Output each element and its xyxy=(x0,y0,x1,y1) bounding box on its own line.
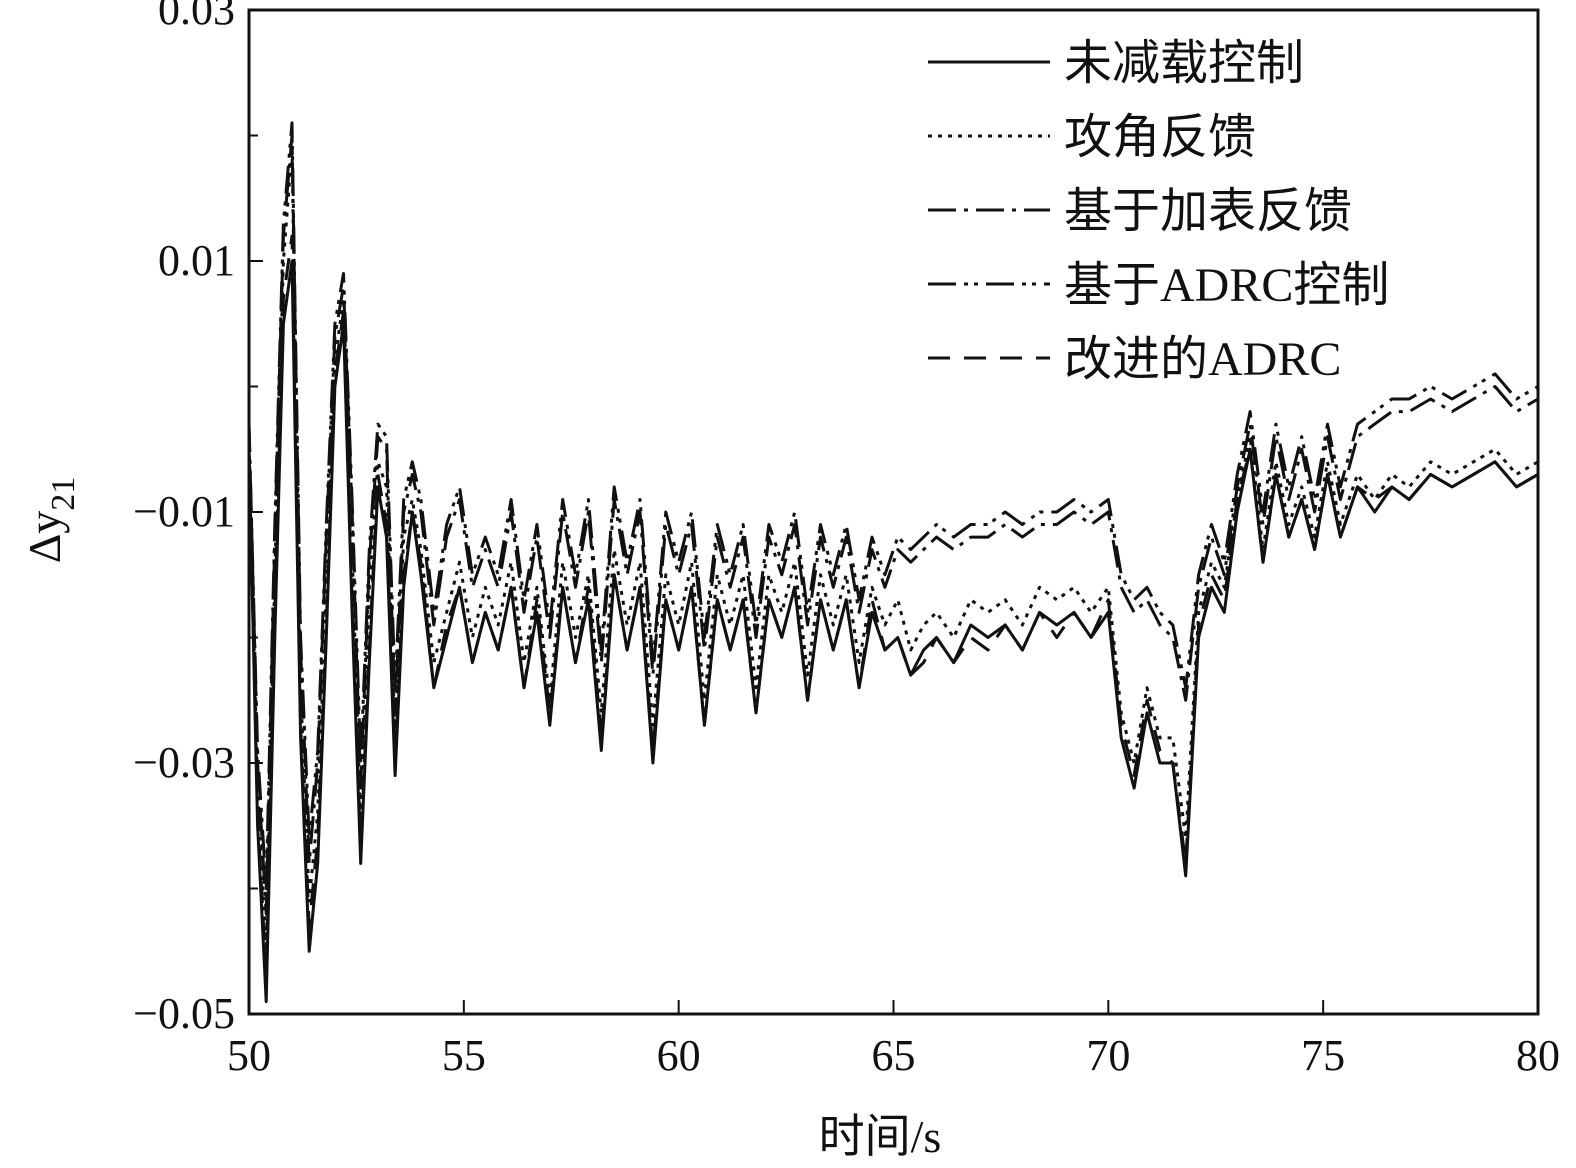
x-tick-label: 70 xyxy=(1086,1031,1130,1080)
x-axis-title: 时间/s xyxy=(819,1111,942,1162)
y-axis-title: Δy21 xyxy=(19,477,82,564)
series-line xyxy=(247,146,1539,953)
y-tick-label: −0.03 xyxy=(133,738,235,787)
legend-label: 基于ADRC控制 xyxy=(1064,259,1389,312)
series-line xyxy=(247,121,1539,890)
y-axis-title-subscript: 21 xyxy=(45,477,82,511)
y-axis-title-main: Δy xyxy=(19,511,70,564)
legend-label: 攻角反馈 xyxy=(1064,111,1256,164)
x-tick-label: 50 xyxy=(227,1031,271,1080)
x-tick-label: 65 xyxy=(872,1031,916,1080)
series-line xyxy=(247,134,1539,916)
y-tick-label: −0.01 xyxy=(133,487,235,536)
y-tick-label: 0.01 xyxy=(158,236,235,285)
legend-label: 改进的ADRC xyxy=(1064,333,1341,386)
y-tick-label: 0.03 xyxy=(158,0,235,34)
x-tick-label: 75 xyxy=(1301,1031,1345,1080)
x-tick-label: 60 xyxy=(657,1031,701,1080)
y-tick-label: −0.05 xyxy=(133,989,235,1038)
legend-label: 未减载控制 xyxy=(1064,37,1304,90)
series-line xyxy=(247,234,1539,978)
series-lines xyxy=(247,121,1539,1003)
plot-frame xyxy=(247,8,1540,1016)
x-tick-label: 80 xyxy=(1516,1031,1560,1080)
y-axis: −0.05 −0.03 −0.01 0.01 0.03 xyxy=(133,0,263,1038)
legend-label: 基于加表反馈 xyxy=(1064,185,1352,238)
x-tick-label: 55 xyxy=(442,1031,486,1080)
x-axis: 50 55 60 65 70 75 80 xyxy=(227,1000,1560,1080)
